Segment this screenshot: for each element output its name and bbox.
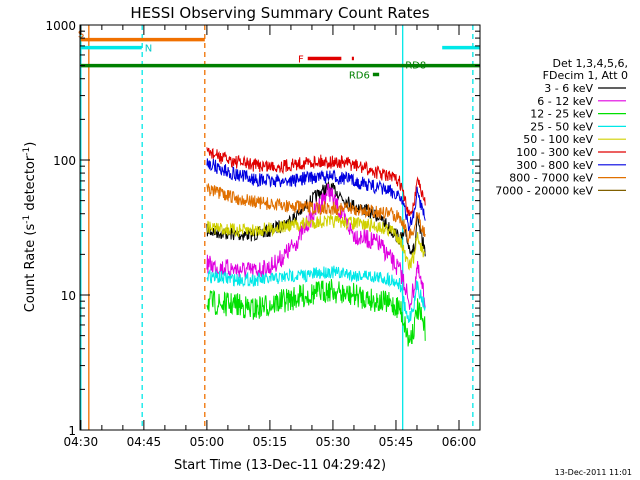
series-line-800-7000kev	[206, 183, 426, 244]
x-tick-label: 04:45	[127, 435, 162, 449]
y-axis-label-exp1: -1	[22, 215, 32, 224]
date-stamp: 13-Dec-2011 11:01	[555, 468, 632, 477]
flag-label-f: F	[298, 54, 304, 65]
x-axis-label: Start Time (13-Dec-11 04:29:42)	[174, 458, 386, 473]
y-axis-label-end: )	[23, 142, 38, 147]
legend-label: 100 - 300 keV	[516, 146, 593, 159]
legend-label: 7000 - 20000 keV	[495, 184, 593, 197]
legend-label: 300 - 800 keV	[516, 159, 593, 172]
count-rate-series	[206, 147, 426, 347]
legend-header-2: FDecim 1, Att 0	[543, 69, 628, 82]
legend-label: 3 - 6 keV	[544, 82, 593, 95]
series-line-25-50kev	[206, 265, 426, 323]
x-tick-label: 05:45	[379, 435, 414, 449]
legend-label: 50 - 100 keV	[523, 133, 593, 146]
flag-bars: S N F RD8 RD6	[78, 30, 480, 81]
plot-frame	[79, 24, 481, 431]
flag-label-n: N	[145, 44, 152, 55]
y-tick-label: 10	[61, 289, 76, 303]
series-line-12-25kev	[206, 278, 426, 347]
flag-label-rd6: RD6	[349, 70, 370, 81]
chart-title: HESSI Observing Summary Count Rates	[130, 4, 429, 22]
x-tick-label: 05:30	[316, 435, 351, 449]
series-line-3-6kev	[206, 180, 426, 257]
x-tick-label: 06:00	[442, 435, 477, 449]
y-axis-label-exp2: -1	[22, 147, 32, 156]
y-axis-label-mid: detector	[23, 155, 38, 215]
y-tick-label: 1000	[45, 19, 76, 33]
legend-label: 12 - 25 keV	[530, 108, 593, 121]
legend-label: 6 - 12 keV	[537, 95, 593, 108]
legend-label: 800 - 7000 keV	[509, 172, 593, 185]
flag-label-s: S	[78, 30, 84, 41]
y-axis-label-main: Count Rate (s	[23, 224, 38, 313]
y-tick-label: 1	[68, 424, 76, 438]
x-tick-label: 04:30	[64, 435, 99, 449]
series-line-100-300kev	[206, 147, 426, 217]
y-tick-label: 100	[53, 154, 76, 168]
series-line-50-100kev	[206, 213, 426, 271]
series-line-300-800kev	[206, 158, 426, 232]
x-tick-label: 05:00	[190, 435, 225, 449]
y-axis-label: Count Rate (s-1 detector-1)	[22, 142, 38, 313]
axes: 1 10 100 1000 04:30 04:45 05:00 05:15 05:30 05:45…	[45, 19, 481, 449]
x-tick-label: 05:15	[253, 435, 288, 449]
legend-header-1: Det 1,3,4,5,6,	[552, 57, 628, 70]
flag-label-rd8: RD8	[405, 61, 426, 72]
vertical-markers	[80, 25, 474, 430]
legend-label: 25 - 50 keV	[530, 120, 593, 133]
